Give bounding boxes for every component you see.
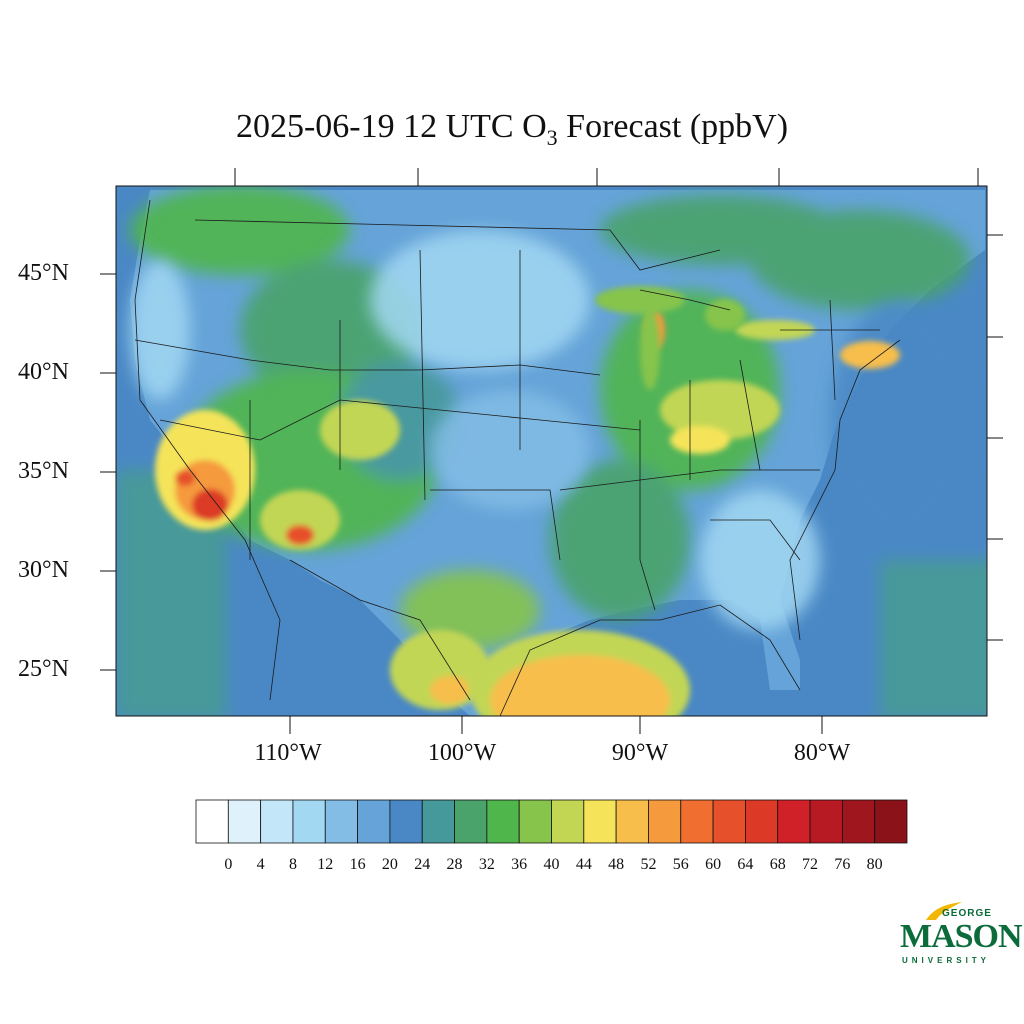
colorbar-swatch — [648, 799, 682, 844]
colorbar-swatch — [615, 799, 649, 844]
map-field — [116, 186, 987, 716]
lat-label-25: 25°N — [18, 656, 69, 682]
colorbar-swatch — [712, 799, 746, 844]
title-main: 2025-06-19 12 UTC O — [235, 108, 547, 145]
lat-label-40: 40°N — [18, 359, 69, 385]
lat-label-35: 35°N — [18, 458, 69, 484]
logo-mason: MASON — [900, 918, 1023, 955]
colorbar-tick-label: 40 — [543, 856, 560, 873]
title-subscript: 3 — [546, 124, 558, 150]
lat-label-45: 45°N — [18, 260, 69, 286]
colorbar-tick-label: 24 — [414, 856, 431, 873]
colorbar-tick-label: 16 — [349, 856, 366, 873]
boundary-lines — [134, 199, 901, 716]
colorbar-tick-label: 36 — [511, 856, 528, 873]
colorbar-swatch — [389, 799, 423, 844]
colorbar-swatch — [421, 799, 455, 844]
colorbar-tick-label: 0 — [224, 856, 233, 873]
colorbar-tick-label: 44 — [575, 856, 592, 873]
colorbar-swatch — [260, 799, 294, 844]
colorbar-swatch — [745, 799, 779, 844]
colorbar-tick-label: 76 — [834, 856, 851, 873]
tick-marks — [100, 168, 1003, 734]
colorbar-swatch — [874, 799, 908, 844]
colorbar-tick-label: 8 — [288, 856, 297, 873]
colorbar-swatch — [518, 799, 552, 844]
colorbar-swatch — [454, 799, 488, 844]
title-suffix: Forecast (ppbV) — [557, 108, 789, 145]
lon-label-110: 110°W — [254, 740, 322, 766]
lon-label-100: 100°W — [427, 740, 497, 766]
lon-label-90: 90°W — [611, 740, 669, 766]
colorbar-tick-label: 28 — [446, 856, 463, 873]
colorbar-swatch — [777, 799, 811, 844]
colorbar-swatch — [551, 799, 585, 844]
colorbar-tick-label: 80 — [866, 856, 883, 873]
colorbar-tick-label: 32 — [478, 856, 495, 873]
colorbar-swatch — [292, 799, 326, 844]
colorbar-swatch — [227, 799, 262, 844]
colorbar-tick-label: 20 — [381, 856, 398, 873]
colorbar-tick-label: 68 — [769, 856, 786, 873]
colorbar-swatch — [680, 799, 714, 844]
logo-flame-icon — [926, 902, 962, 920]
colorbar-tick-label: 52 — [640, 856, 657, 873]
gmu-logo: GEORGE MASON UNIVERSITY — [896, 900, 1023, 970]
colorbar-tick-label: 56 — [672, 856, 689, 873]
map-frame — [115, 185, 988, 717]
map-title: 2025-06-19 12 UTC O3 Forecast (ppbV) — [0, 108, 1024, 151]
colorbar-tick-label: 12 — [317, 856, 334, 873]
colorbar-tick-label: 48 — [608, 856, 625, 873]
colorbar-swatch — [195, 799, 229, 844]
lon-label-80: 80°W — [793, 740, 851, 766]
colorbar-tick-label: 72 — [802, 856, 819, 873]
colorbar-swatch — [324, 799, 358, 844]
colorbar-swatch — [809, 799, 843, 844]
colorbar-swatch — [841, 799, 876, 844]
logo-university: UNIVERSITY — [902, 956, 991, 965]
colorbar-swatch — [583, 799, 617, 844]
colorbar-swatch — [486, 799, 520, 844]
colorbar-swatch — [357, 799, 391, 844]
colorbar-tick-label: 60 — [705, 856, 722, 873]
colorbar-tick-label: 4 — [256, 856, 265, 873]
colorbar — [195, 799, 908, 844]
colorbar-tick-label: 64 — [737, 856, 754, 873]
logo-george: GEORGE — [942, 908, 992, 919]
lat-label-30: 30°N — [18, 557, 69, 583]
